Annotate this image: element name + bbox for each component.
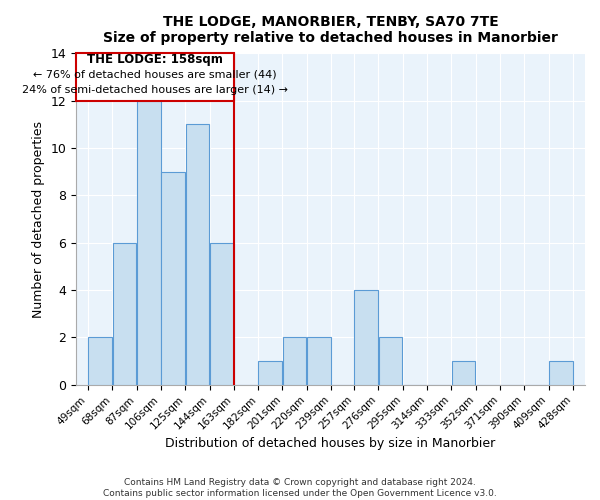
Bar [88, 338, 112, 385]
Text: THE LODGE: 158sqm: THE LODGE: 158sqm [87, 52, 223, 66]
Text: Contains HM Land Registry data © Crown copyright and database right 2024.
Contai: Contains HM Land Registry data © Crown c… [103, 478, 497, 498]
Bar [452, 361, 475, 385]
Bar [210, 243, 233, 385]
Bar [185, 124, 209, 385]
Text: ← 76% of detached houses are smaller (44): ← 76% of detached houses are smaller (44… [33, 70, 277, 80]
FancyBboxPatch shape [76, 54, 234, 100]
Bar [137, 100, 161, 385]
Bar [379, 338, 403, 385]
Bar [307, 338, 331, 385]
X-axis label: Distribution of detached houses by size in Manorbier: Distribution of detached houses by size … [166, 437, 496, 450]
Text: 24% of semi-detached houses are larger (14) →: 24% of semi-detached houses are larger (… [22, 85, 288, 95]
Y-axis label: Number of detached properties: Number of detached properties [32, 120, 45, 318]
Bar [549, 361, 572, 385]
Bar [355, 290, 378, 385]
Bar [113, 243, 136, 385]
Bar [259, 361, 282, 385]
Bar [283, 338, 307, 385]
Bar [161, 172, 185, 385]
Title: THE LODGE, MANORBIER, TENBY, SA70 7TE
Size of property relative to detached hous: THE LODGE, MANORBIER, TENBY, SA70 7TE Si… [103, 15, 558, 45]
